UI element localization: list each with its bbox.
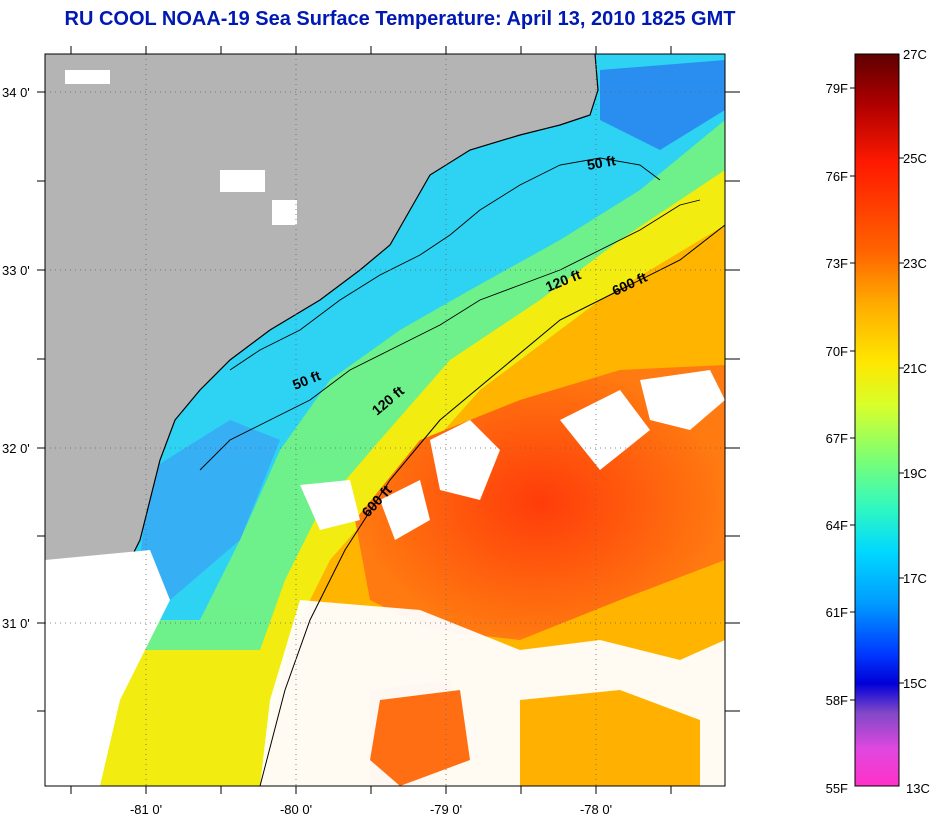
- colorbar-fahrenheit-label: 70F: [826, 344, 848, 359]
- axis-ticks: [37, 46, 740, 794]
- nearshore-blue-water: [600, 60, 725, 150]
- colorbar-celsius-label: 19C: [903, 466, 927, 481]
- colorbar-fahrenheit-label: 64F: [826, 518, 848, 533]
- warm-patch-south: [370, 690, 470, 786]
- colorbar-ticks: [850, 87, 904, 701]
- cloud-mask-4: [640, 370, 725, 430]
- colorbar-celsius-label: 23C: [903, 256, 927, 271]
- colorbar-celsius-label: 27C: [903, 47, 927, 62]
- colorbar-celsius-label: 15C: [903, 676, 927, 691]
- colorbar-celsius-label: 17C: [903, 571, 927, 586]
- colorbar-celsius-label: 13C: [906, 781, 930, 796]
- colorbar-fahrenheit-label: 58F: [826, 693, 848, 708]
- lon-tick-label: -78 0': [580, 802, 612, 817]
- cloud-patch-inland: [65, 70, 110, 84]
- colorbar-fahrenheit-label: 67F: [826, 431, 848, 446]
- cloud-mask-1: [430, 420, 500, 500]
- lat-tick-label: 32 0': [2, 441, 30, 456]
- map-area: [45, 54, 725, 786]
- colorbar-fahrenheit-label: 73F: [826, 256, 848, 271]
- contour-label-50ft-north: 50 ft: [586, 152, 617, 173]
- lon-tick-label: -81 0': [130, 802, 162, 817]
- cloud-patch-inland-3: [272, 200, 297, 225]
- map-frame: [44, 53, 726, 787]
- contour-120ft: [199, 199, 701, 471]
- lon-tick-label: -79 0': [430, 802, 462, 817]
- cloud-mask-3: [380, 480, 430, 540]
- lon-tick-label: -80 0': [280, 802, 312, 817]
- contour-50ft: [229, 157, 661, 371]
- colorbar-celsius-label: 21C: [903, 361, 927, 376]
- colorbar-celsius-label: 25C: [903, 151, 927, 166]
- cloud-patch-inland-2: [220, 170, 265, 192]
- colorbar: [854, 53, 900, 787]
- colorbar-fahrenheit-label: 55F: [826, 781, 848, 796]
- colorbar-fahrenheit-label: 79F: [826, 81, 848, 96]
- inner-blue-water: [140, 420, 280, 600]
- grid-lines: [45, 54, 725, 786]
- lat-tick-label: 34 0': [2, 85, 30, 100]
- warm-patch-southeast: [520, 690, 700, 786]
- lat-tick-label: 31 0': [2, 616, 30, 631]
- colorbar-fahrenheit-label: 61F: [826, 605, 848, 620]
- map-title: RU COOL NOAA-19 Sea Surface Temperature:…: [64, 8, 736, 30]
- cloud-mask-5: [300, 480, 360, 530]
- cloud-patch-coast: [45, 550, 170, 786]
- contour-600ft: [259, 224, 725, 786]
- land-mass: [45, 54, 598, 786]
- lat-tick-label: 33 0': [2, 263, 30, 278]
- colorbar-fahrenheit-label: 76F: [826, 169, 848, 184]
- cloud-mask-2: [560, 390, 650, 470]
